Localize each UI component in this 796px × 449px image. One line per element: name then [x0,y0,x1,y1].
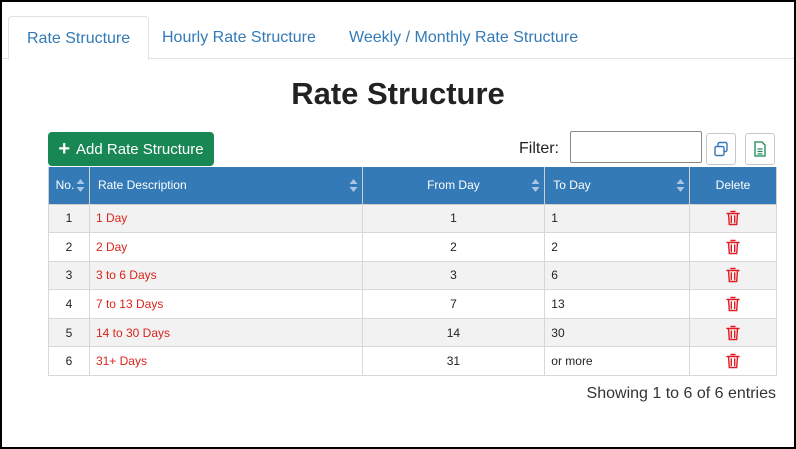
cell-to-day: 30 [544,317,691,348]
tab-rate-structure[interactable]: Rate Structure [8,16,150,60]
filter-label: Filter: [519,140,559,157]
column-header-rate-description-label: Rate Description [97,178,187,193]
cell-delete [689,317,777,348]
cell-rate-description[interactable]: 3 to 6 Days [88,260,363,291]
export-excel-button[interactable] [745,133,775,165]
cell-no: 2 [48,232,90,262]
column-header-from-day-label: From Day [427,178,480,193]
cell-to-day: 2 [544,232,691,262]
excel-icon [754,141,766,157]
column-header-no[interactable]: No. [48,167,90,205]
cell-rate-description[interactable]: 14 to 30 Days [88,317,363,348]
plus-icon: + [58,138,71,160]
cell-from-day: 14 [361,317,546,348]
column-header-delete: Delete [689,167,777,205]
cell-to-day: or more [544,346,691,377]
copy-button[interactable] [706,133,736,165]
column-header-to-day-label: To Day [553,178,591,193]
cell-rate-description[interactable]: 2 Day [88,232,363,262]
table-info-text: Showing 1 to 6 of 6 entries [586,385,776,402]
column-header-no-label: No. [55,178,75,193]
cell-rate-description[interactable]: 1 Day [88,203,363,234]
column-header-delete-label: Delete [715,178,751,193]
cell-from-day: 7 [361,289,546,319]
table-row: 3 3 to 6 Days 3 6 [48,260,777,291]
add-rate-structure-label: Add Rate Structure [76,140,204,158]
trash-icon[interactable] [726,267,740,283]
sort-icon [76,179,85,192]
table-header-row: No. Rate Description From Day To Day Del… [48,167,777,205]
rate-structure-table: No. Rate Description From Day To Day Del… [48,167,777,377]
cell-delete [689,260,777,291]
cell-delete [689,346,777,377]
trash-icon[interactable] [726,353,740,369]
cell-from-day: 31 [361,346,546,377]
cell-no: 4 [48,289,90,319]
tab-hourly-rate-structure[interactable]: Hourly Rate Structure [162,29,316,46]
cell-no: 3 [48,260,90,291]
cell-to-day: 13 [544,289,691,319]
cell-delete [689,289,777,319]
trash-icon[interactable] [726,325,740,341]
cell-no: 5 [48,317,90,348]
table-row: 4 7 to 13 Days 7 13 [48,289,777,319]
column-header-from-day[interactable]: From Day [361,167,546,205]
column-header-to-day[interactable]: To Day [544,167,691,205]
table-row: 1 1 Day 1 1 [48,203,777,234]
cell-rate-description[interactable]: 7 to 13 Days [88,289,363,319]
table-row: 5 14 to 30 Days 14 30 [48,317,777,348]
cell-from-day: 1 [361,203,546,234]
trash-icon[interactable] [726,296,740,312]
add-rate-structure-button[interactable]: + Add Rate Structure [48,132,214,166]
table-row: 2 2 Day 2 2 [48,232,777,262]
cell-no: 6 [48,346,90,377]
trash-icon[interactable] [726,239,740,255]
table-row: 6 31+ Days 31 or more [48,346,777,377]
page-title: Rate Structure [291,76,505,111]
column-header-rate-description[interactable]: Rate Description [88,167,363,205]
cell-no: 1 [48,203,90,234]
tab-weekly-monthly-rate-structure[interactable]: Weekly / Monthly Rate Structure [349,29,579,46]
sort-icon [676,179,685,192]
tab-bar: Rate Structure Hourly Rate Structure Wee… [2,2,794,60]
cell-delete [689,203,777,234]
cell-from-day: 2 [361,232,546,262]
trash-icon[interactable] [726,210,740,226]
cell-to-day: 1 [544,203,691,234]
cell-delete [689,232,777,262]
sort-icon [531,179,540,192]
cell-from-day: 3 [361,260,546,291]
sort-icon [349,179,358,192]
copy-icon [714,141,728,157]
filter-input[interactable] [570,131,702,163]
cell-rate-description[interactable]: 31+ Days [88,346,363,377]
cell-to-day: 6 [544,260,691,291]
